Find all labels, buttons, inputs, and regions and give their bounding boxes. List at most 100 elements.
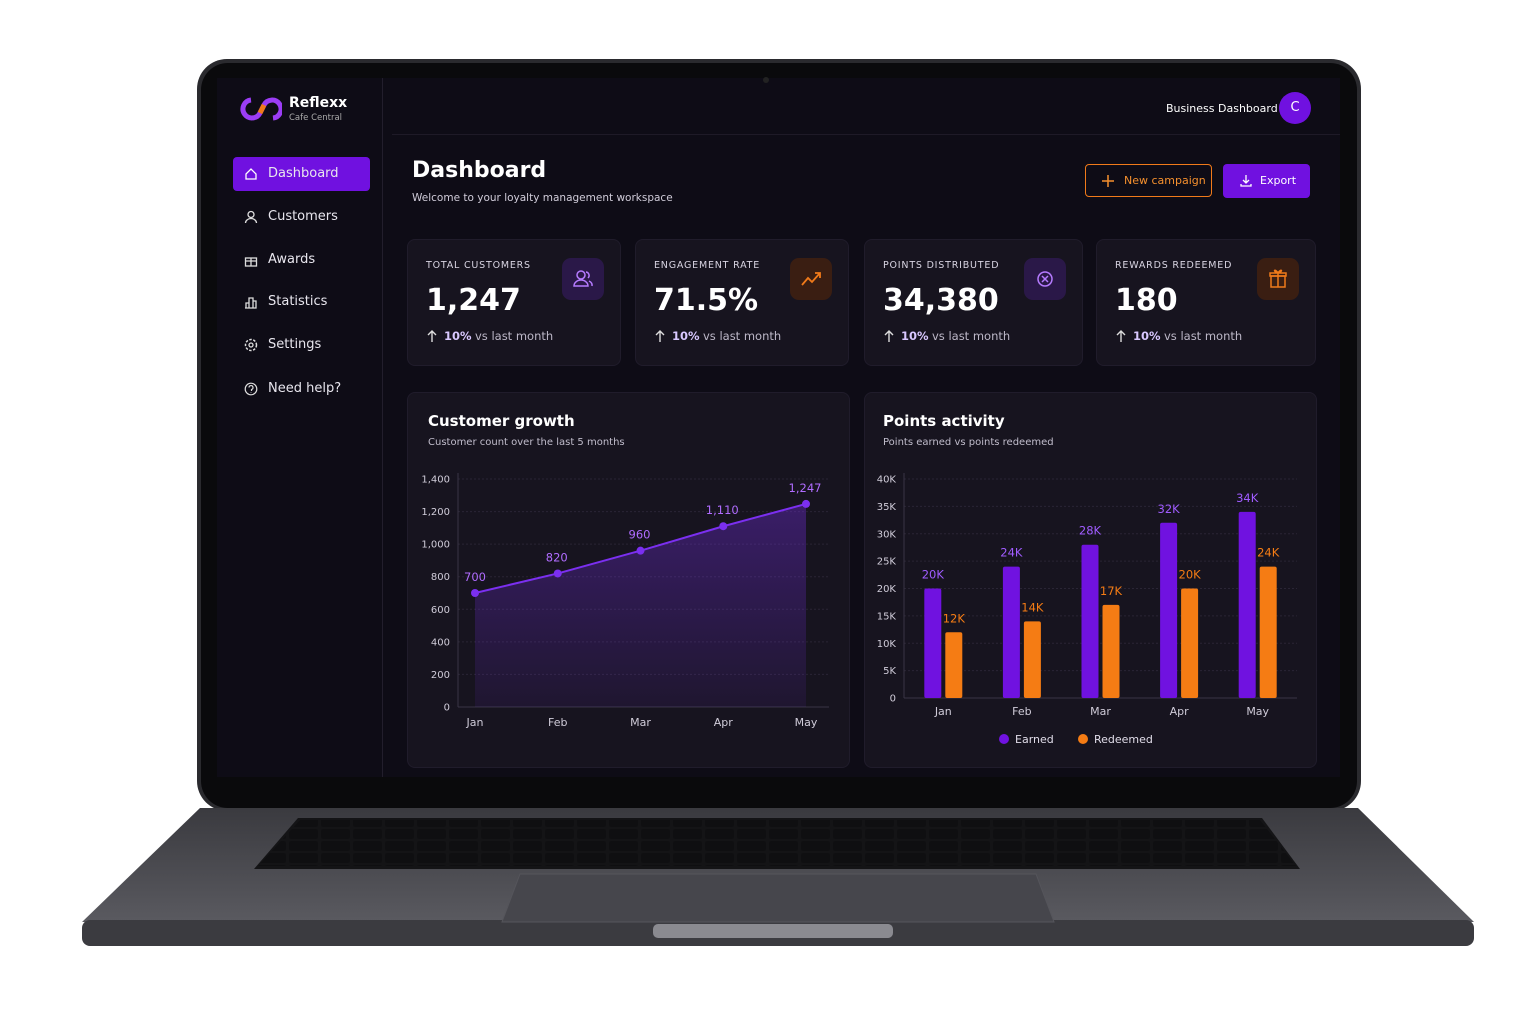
bar bbox=[1102, 604, 1120, 698]
icon bbox=[244, 338, 258, 352]
value-label: 32K bbox=[1158, 502, 1181, 516]
nav-item[interactable]: Dashboard bbox=[233, 157, 370, 191]
kpi-note: vs last month bbox=[1164, 329, 1243, 343]
kpi-value: 1,247 bbox=[426, 283, 521, 318]
icon bbox=[245, 168, 257, 180]
chart-title: Customer growth bbox=[428, 412, 575, 430]
point bbox=[471, 589, 479, 597]
nav-label: Dashboard bbox=[268, 166, 339, 181]
page-title: Dashboard bbox=[412, 158, 547, 183]
nav-item[interactable]: Awards bbox=[233, 243, 370, 277]
nav-item[interactable]: Customers bbox=[233, 200, 370, 234]
y-tick-label: 400 bbox=[431, 637, 450, 648]
brand-location: Cafe Central bbox=[289, 113, 343, 123]
icon bbox=[655, 330, 665, 342]
bar bbox=[1238, 511, 1256, 698]
y-tick-label: 1,400 bbox=[421, 475, 450, 486]
export-button[interactable]: Export bbox=[1223, 164, 1310, 198]
kpi-note: vs last month bbox=[475, 329, 554, 343]
legend-swatch bbox=[999, 734, 1009, 744]
kpi-card: POINTS DISTRIBUTED 34,380 10% vs last mo… bbox=[864, 239, 1083, 366]
value-label: 24K bbox=[1000, 546, 1023, 560]
chart-title: Points activity bbox=[883, 412, 1005, 430]
bar bbox=[1023, 621, 1041, 698]
x-tick-label: Apr bbox=[1170, 705, 1190, 718]
bar bbox=[1160, 522, 1178, 698]
kpi-label: ENGAGEMENT RATE bbox=[654, 260, 761, 271]
y-tick-label: 5K bbox=[883, 666, 896, 677]
y-tick-label: 35K bbox=[877, 502, 897, 513]
camera bbox=[763, 77, 769, 83]
area bbox=[475, 503, 806, 707]
bar bbox=[1002, 566, 1020, 698]
y-tick-label: 25K bbox=[877, 557, 897, 568]
kpi-card: TOTAL CUSTOMERS 1,247 10% vs last month bbox=[407, 239, 621, 366]
notch bbox=[653, 924, 893, 938]
button-label: Export bbox=[1260, 174, 1297, 187]
icon bbox=[244, 382, 258, 396]
nav-item[interactable]: Statistics bbox=[233, 285, 370, 319]
icon bbox=[244, 257, 258, 267]
y-tick-label: 1,000 bbox=[421, 540, 450, 551]
kpi-value: 34,380 bbox=[883, 283, 999, 318]
kpi-change: 10% bbox=[901, 329, 929, 343]
x-tick-label: Apr bbox=[714, 716, 734, 729]
topbar-divider bbox=[392, 134, 1340, 135]
value-label: 1,110 bbox=[706, 503, 739, 517]
y-tick-label: 10K bbox=[877, 639, 897, 650]
value-label: 960 bbox=[629, 528, 651, 542]
kpi-icon bbox=[1257, 258, 1299, 300]
icon bbox=[1240, 175, 1252, 187]
x-tick-label: Feb bbox=[548, 716, 567, 729]
nav-label: Settings bbox=[268, 337, 322, 352]
button-label: New campaign bbox=[1124, 174, 1206, 187]
y-tick-label: 600 bbox=[431, 605, 450, 616]
value-label: 28K bbox=[1079, 524, 1102, 538]
x-tick-label: Mar bbox=[630, 716, 651, 729]
x-tick-label: Mar bbox=[1090, 705, 1111, 718]
y-tick-label: 1,200 bbox=[421, 507, 450, 518]
kpi-icon bbox=[790, 258, 832, 300]
topbar-label: Business Dashboard bbox=[1166, 102, 1278, 115]
kpi-icon bbox=[562, 258, 604, 300]
bar-chart: 0 5K 10K 15K 20K 25K 30K 35K 40K Jan 20K 12K Feb 24K 1… bbox=[877, 473, 1297, 746]
kpi-note: vs last month bbox=[703, 329, 782, 343]
x-tick-label: Jan bbox=[466, 716, 484, 729]
nav-label: Need help? bbox=[268, 381, 342, 396]
point bbox=[636, 546, 645, 555]
new-campaign-button[interactable]: New campaign bbox=[1085, 164, 1212, 197]
y-tick-label: 20K bbox=[877, 584, 897, 595]
icon bbox=[245, 297, 257, 309]
point bbox=[553, 569, 562, 578]
legend-label: Earned bbox=[1015, 733, 1054, 746]
value-label: 700 bbox=[464, 570, 486, 584]
nav-item[interactable]: Need help? bbox=[233, 372, 370, 406]
kpi-label: TOTAL CUSTOMERS bbox=[426, 260, 531, 271]
legend-swatch bbox=[1078, 734, 1088, 744]
kpi-change: 10% bbox=[1133, 329, 1161, 343]
value-label: 14K bbox=[1021, 600, 1044, 614]
chart-card: Points activity Points earned vs points … bbox=[864, 392, 1317, 768]
kpi-icon bbox=[1024, 258, 1066, 300]
logo bbox=[240, 97, 282, 121]
value-label: 1,247 bbox=[789, 481, 822, 495]
kpi-change: 10% bbox=[672, 329, 700, 343]
bar bbox=[1259, 566, 1277, 698]
avatar[interactable]: C bbox=[1279, 92, 1311, 124]
kpi-note: vs last month bbox=[932, 329, 1011, 343]
y-tick-label: 0 bbox=[890, 694, 896, 705]
nav-label: Awards bbox=[268, 252, 316, 267]
y-tick-label: 0 bbox=[444, 703, 450, 714]
value-label: 24K bbox=[1257, 546, 1280, 560]
x-tick-label: May bbox=[1246, 705, 1269, 718]
y-tick-label: 200 bbox=[431, 670, 450, 681]
nav-item[interactable]: Settings bbox=[233, 328, 370, 362]
kpi-value: 180 bbox=[1115, 283, 1178, 318]
icon bbox=[801, 272, 821, 286]
kpi-label: POINTS DISTRIBUTED bbox=[883, 260, 1000, 271]
kpi-card: REWARDS REDEEMED 180 10% vs last month bbox=[1096, 239, 1316, 366]
y-tick-label: 800 bbox=[431, 572, 450, 583]
x-tick-label: Jan bbox=[934, 705, 952, 718]
